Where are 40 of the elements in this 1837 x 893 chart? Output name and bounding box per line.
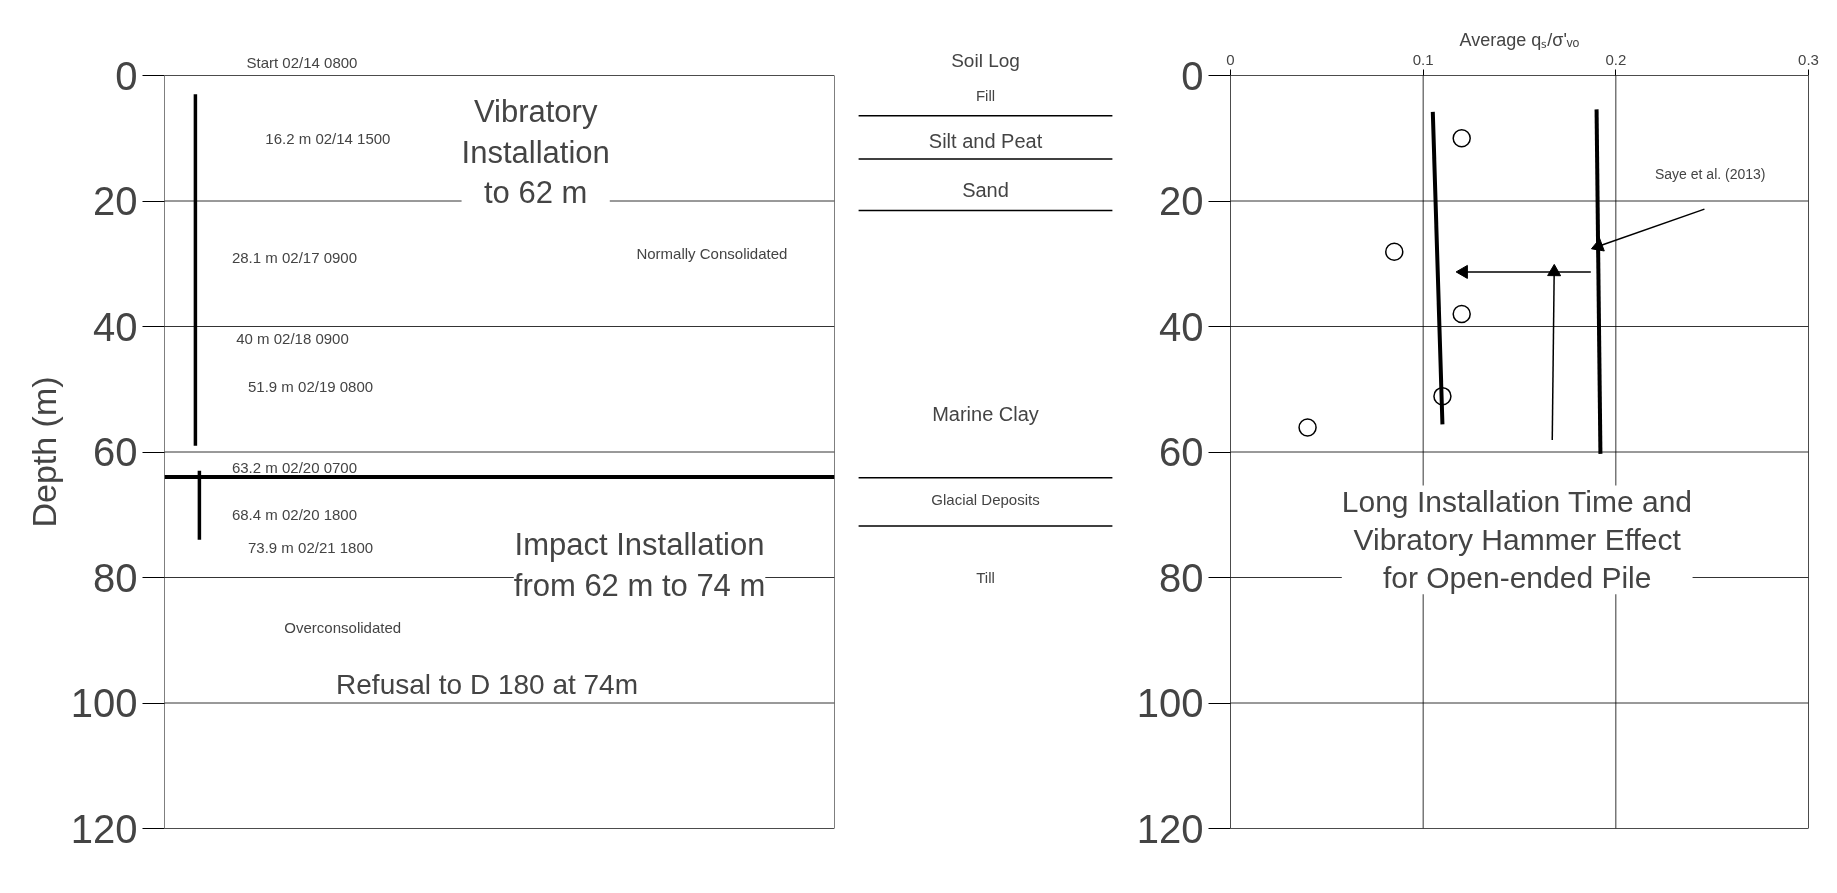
annotation: Impact Installation from 62 m to 74 m [513, 527, 766, 603]
annotation: 51.9 m 02/19 0800 [248, 378, 374, 396]
y-tick-label: 120 [1136, 806, 1204, 851]
annotation: 16.2 m 02/14 1500 [265, 129, 391, 147]
annotation: 40 m 02/18 0900 [236, 329, 349, 347]
annotation: Normally Consolidated [636, 244, 788, 262]
text: Marine Clay [932, 403, 1039, 426]
y-tick-label: 20 [93, 179, 138, 223]
chart-title: Start 02/14 0800 [246, 53, 358, 71]
x-axis-title: Average qₛ/σ'ᵥₒ [1459, 29, 1580, 50]
y-tick-label: 80 [93, 555, 138, 600]
text: Silt and Peat [928, 130, 1043, 153]
text: Sand [962, 179, 1009, 202]
y-tick-label: 20 [1159, 179, 1204, 223]
x-tick-label: 0.3 [1798, 50, 1819, 68]
x-tick-label: 0.2 [1605, 50, 1627, 68]
annotation: 28.1 m 02/17 0900 [231, 248, 358, 266]
y-tick-label: 80 [1159, 555, 1204, 600]
y-tick-label: 100 [70, 681, 138, 725]
annotation: 68.4 m 02/20 1800 [231, 506, 358, 524]
annotation: Overconsolidated [284, 619, 402, 637]
x-tick-label: 0 [1226, 50, 1235, 68]
x-tick-label: 0.1 [1412, 50, 1434, 68]
annotation: Saye et al. (2013) [1654, 166, 1766, 183]
text: Till [976, 569, 995, 586]
text: Soil Log [951, 49, 1020, 71]
annotation: Long Installation Time and Vibratory Hammer Effect for Open-ended Pile [1341, 485, 1693, 595]
y-tick-label: 100 [1136, 681, 1204, 725]
annotation: 63.2 m 02/20 0700 [231, 458, 358, 476]
annotation: Vibratory Installation to 62 m [461, 94, 610, 210]
y-tick-label: 60 [1159, 430, 1204, 474]
y-tick-label: 40 [93, 304, 138, 349]
annotation: 73.9 m 02/21 1800 [248, 538, 374, 556]
text: Glacial Deposits [931, 491, 1040, 509]
y-tick-label: 120 [70, 806, 138, 851]
annotation: Refusal to D 180 at 74m [336, 668, 639, 700]
y-tick-label: 40 [1159, 304, 1204, 349]
text: Fill [975, 87, 996, 105]
y-axis-title: Depth (m) [24, 376, 63, 528]
y-tick-label: 60 [93, 430, 138, 474]
